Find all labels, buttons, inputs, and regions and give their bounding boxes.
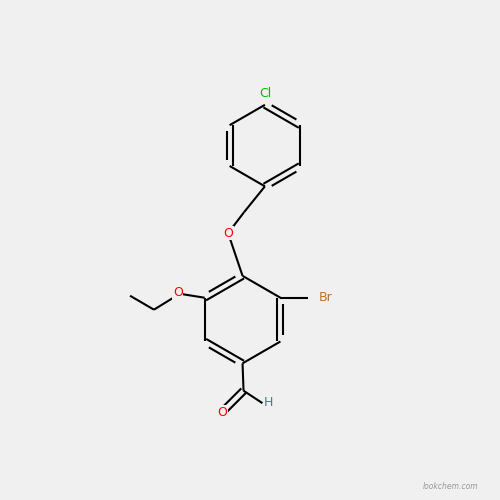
Text: O: O [217, 406, 227, 418]
Text: lookchem.com: lookchem.com [423, 482, 478, 491]
Text: O: O [223, 226, 233, 239]
Text: H: H [264, 396, 273, 408]
Text: O: O [173, 286, 182, 300]
Text: Cl: Cl [259, 88, 271, 101]
Text: Br: Br [318, 291, 332, 304]
